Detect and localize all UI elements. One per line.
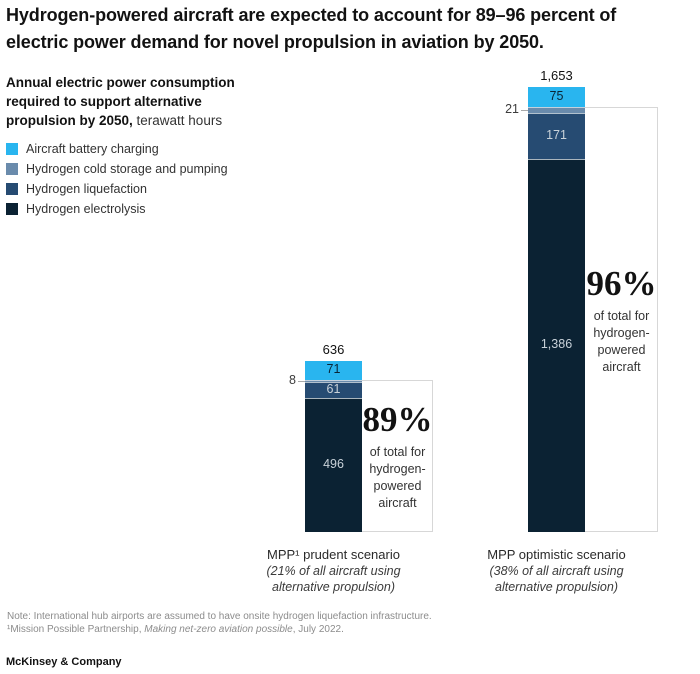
category-name: MPP optimistic scenario — [487, 547, 626, 562]
legend-item: Aircraft battery charging — [6, 139, 228, 159]
category-sub-label: alternative propulsion) — [272, 580, 395, 594]
segment-value-label: 61 — [326, 382, 341, 397]
callout-desc-line: hydrogen- — [593, 325, 650, 340]
legend-swatch-icon — [6, 183, 18, 195]
callout-desc-line: powered — [597, 342, 646, 357]
percent-callout: 96% of total for hydrogen-powered aircraft — [585, 107, 658, 532]
segment-value-label: 496 — [323, 457, 344, 472]
chart-subtitle: Annual electric power consumption requir… — [6, 73, 258, 130]
callout-desc-line: of total for — [593, 308, 650, 323]
footnotes: Note: International hub airports are ass… — [7, 610, 432, 636]
category-sub-label: alternative propulsion) — [495, 580, 618, 594]
bar-total-label: 636 — [322, 341, 345, 357]
category-name: MPP¹ prudent scenario — [267, 547, 400, 562]
footnote-note: Note: International hub airports are ass… — [7, 611, 432, 622]
callout-desc-line: hydrogen- — [369, 461, 426, 476]
segment-value-label: 71 — [326, 362, 341, 377]
chart-subtitle-unit: terawatt hours — [132, 113, 223, 128]
segment-value-label: 171 — [546, 127, 567, 142]
legend-label: Hydrogen liquefaction — [26, 182, 147, 196]
percent-callout: 89% of total for hydrogen-powered aircraft — [362, 380, 433, 532]
segment-value-label: 1,386 — [540, 337, 573, 352]
legend-label: Hydrogen cold storage and pumping — [26, 162, 228, 176]
legend-label: Aircraft battery charging — [26, 142, 159, 156]
tick-line — [521, 110, 528, 111]
legend-swatch-icon — [6, 163, 18, 175]
bar-total-label: 1,653 — [540, 68, 573, 83]
callout-desc-line: aircraft — [602, 359, 641, 374]
category-sub-label: (38% of all aircraft using — [489, 564, 624, 578]
legend-item: Hydrogen electrolysis — [6, 199, 228, 219]
legend-swatch-icon — [6, 143, 18, 155]
brand-logo: McKinsey & Company — [6, 656, 122, 668]
callout-percent: 89% — [362, 399, 433, 439]
legend-item: Hydrogen liquefaction — [6, 179, 228, 199]
bar-segment-aircraft-battery-charging — [305, 360, 362, 380]
bar-segment-aircraft-battery-charging — [528, 87, 585, 108]
legend-label: Hydrogen electrolysis — [26, 202, 146, 216]
bar-segment-hydrogen-liquefaction — [305, 382, 362, 399]
segment-value-label: 75 — [549, 89, 564, 104]
bar-segment-hydrogen-electrolysis — [528, 158, 585, 532]
category-label: MPP¹ prudent scenario (21% of all aircraf… — [239, 547, 429, 595]
outside-value-label: 21 — [505, 102, 519, 117]
legend-swatch-icon — [6, 203, 18, 215]
callout-percent: 96% — [586, 263, 657, 303]
tick-line — [298, 381, 305, 382]
bar-segment-hydrogen-liquefaction — [528, 112, 585, 159]
outside-value-label: 8 — [289, 372, 296, 387]
callout-desc-line: of total for — [369, 444, 426, 459]
callout-desc-line: aircraft — [378, 495, 417, 510]
footnote-source: ¹Mission Possible Partnership, Making ne… — [7, 624, 344, 635]
legend: Aircraft battery charging Hydrogen cold s… — [6, 139, 228, 219]
category-label: MPP optimistic scenario (38% of all aircr… — [462, 547, 652, 595]
legend-item: Hydrogen cold storage and pumping — [6, 159, 228, 179]
chart-subtitle-bold: Annual electric power consumption requir… — [6, 75, 235, 128]
bar-segment-hydrogen-electrolysis — [305, 398, 362, 532]
bar-segment-hydrogen-cold-storage-and-pumping — [305, 379, 362, 383]
callout-desc-line: powered — [373, 478, 422, 493]
bar-segment-hydrogen-cold-storage-and-pumping — [528, 107, 585, 113]
category-sub-label: (21% of all aircraft using — [266, 564, 401, 578]
page-title: Hydrogen-powered aircraft are expected t… — [6, 5, 617, 52]
